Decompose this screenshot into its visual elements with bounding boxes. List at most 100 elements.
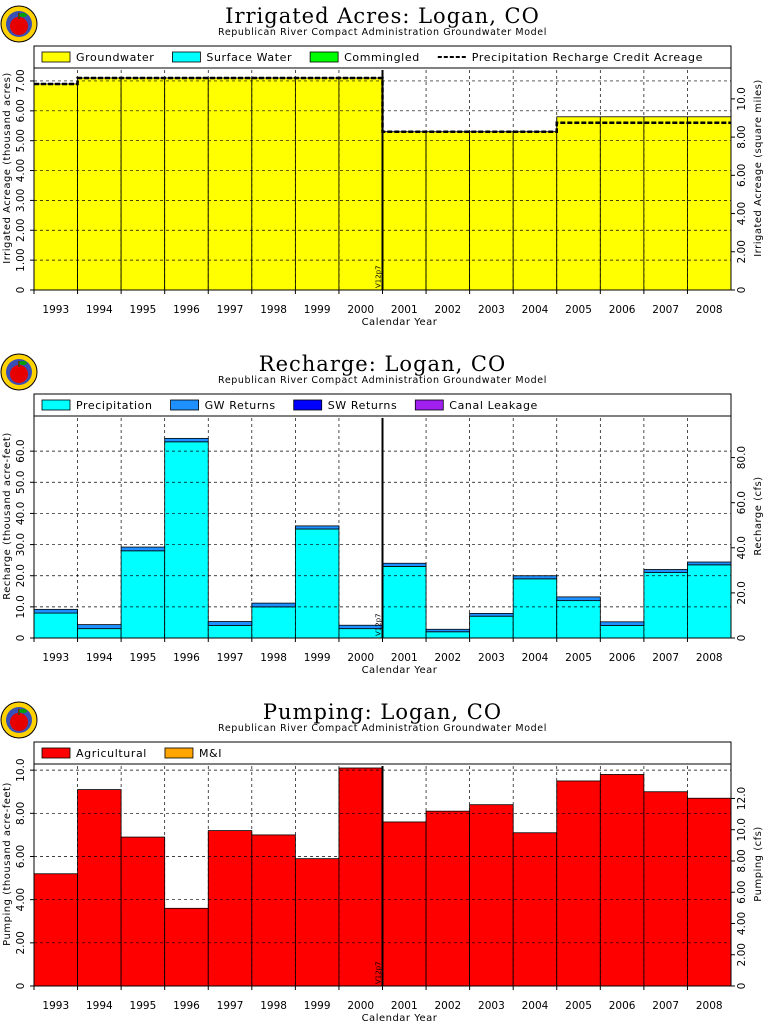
y-axis-label-right: Recharge (cfs) bbox=[753, 476, 764, 555]
x-tick-label-1997: 1997 bbox=[217, 304, 244, 316]
x-axis-label: Calendar Year bbox=[362, 317, 438, 328]
x-tick-label-2008: 2008 bbox=[696, 304, 723, 316]
bar-agricultural-1993 bbox=[33, 873, 78, 987]
legend-swatch-sw-returns bbox=[293, 399, 323, 411]
y-tick-label-left: 6.00 bbox=[15, 99, 27, 122]
apple-icon bbox=[10, 17, 28, 35]
bar-gw-returns-2007 bbox=[643, 569, 688, 574]
bar-groundwater-2007 bbox=[643, 116, 688, 291]
legend-label-agricultural: Agricultural bbox=[76, 747, 147, 760]
x-tick-label-1995: 1995 bbox=[130, 652, 157, 664]
apple-stem-icon bbox=[18, 13, 20, 19]
apple-logo-icon bbox=[0, 701, 38, 739]
y-tick-label-left: 0 bbox=[15, 287, 27, 294]
y-tick-label-left: 5.00 bbox=[15, 129, 27, 152]
x-tick-label-2008: 2008 bbox=[696, 652, 723, 664]
bar-agricultural-1998 bbox=[251, 834, 296, 987]
bar-groundwater-1996 bbox=[164, 77, 209, 291]
x-tick-label-1997: 1997 bbox=[217, 1000, 244, 1012]
bar-groundwater-1993 bbox=[33, 83, 78, 291]
y-tick-label-right: 8.00 bbox=[736, 125, 748, 148]
y-tick-label-right: 0 bbox=[736, 983, 748, 990]
y-tick-label-right: 2.00 bbox=[736, 240, 748, 263]
x-tick-label-1999: 1999 bbox=[304, 652, 331, 664]
bar-precipitation-2007 bbox=[643, 572, 688, 639]
bar-groundwater-1999 bbox=[294, 77, 340, 291]
x-tick-label-2000: 2000 bbox=[347, 304, 374, 316]
legend-label-sw-returns: SW Returns bbox=[328, 399, 398, 412]
bar-agricultural-1994 bbox=[77, 789, 122, 987]
y-tick-label-right: 60.0 bbox=[736, 491, 748, 514]
bar-agricultural-2005 bbox=[556, 780, 601, 987]
bar-gw-returns-1999 bbox=[294, 525, 340, 530]
x-tick-label-1997: 1997 bbox=[217, 652, 244, 664]
x-tick-label-2005: 2005 bbox=[565, 652, 592, 664]
bar-agricultural-2003 bbox=[469, 804, 514, 987]
bar-agricultural-1997 bbox=[207, 830, 253, 987]
y-tick-label-left: 20.0 bbox=[15, 564, 27, 587]
apple-icon bbox=[10, 713, 28, 731]
legend-label-surface-water: Surface Water bbox=[206, 51, 292, 64]
bar-agricultural-1995 bbox=[120, 836, 166, 987]
y-tick-label-left: 4.00 bbox=[15, 159, 27, 182]
x-tick-label-2001: 2001 bbox=[391, 652, 418, 664]
bar-groundwater-1998 bbox=[251, 77, 296, 291]
bar-agricultural-2007 bbox=[643, 791, 688, 987]
x-tick-label-2005: 2005 bbox=[565, 304, 592, 316]
legend-swatch-precipitation bbox=[41, 399, 71, 411]
y-tick-label-left: 10.0 bbox=[15, 758, 27, 781]
x-tick-label-2006: 2006 bbox=[609, 304, 636, 316]
chart-title: Irrigated Acres: Logan, CO bbox=[225, 4, 540, 28]
legend-swatch-groundwater bbox=[41, 51, 71, 63]
bar-groundwater-2006 bbox=[599, 116, 645, 291]
y-tick-label-right: 40.0 bbox=[736, 536, 748, 559]
legend-box bbox=[33, 741, 732, 765]
y-tick-label-right: 10.0 bbox=[736, 818, 748, 841]
legend-label-precipitation: Precipitation bbox=[76, 399, 153, 412]
x-tick-label-2004: 2004 bbox=[522, 1000, 549, 1012]
apple-logo-icon bbox=[0, 5, 38, 43]
y-axis-label-left: Irrigated Acreage (thousand acres) bbox=[2, 72, 13, 263]
bar-gw-returns-2003 bbox=[469, 612, 514, 617]
apple-icon bbox=[10, 365, 28, 383]
x-tick-label-1996: 1996 bbox=[173, 1000, 200, 1012]
x-tick-label-2007: 2007 bbox=[652, 652, 679, 664]
x-tick-label-2007: 2007 bbox=[652, 304, 679, 316]
apple-logo-icon bbox=[0, 353, 38, 391]
y-tick-label-left: 2.00 bbox=[15, 931, 27, 954]
y-tick-label-right: 2.00 bbox=[736, 943, 748, 966]
bar-agricultural-2004 bbox=[512, 832, 558, 987]
bar-groundwater-2002 bbox=[425, 131, 471, 291]
bar-groundwater-2008 bbox=[687, 116, 732, 291]
y-tick-label-right: 12.0 bbox=[736, 787, 748, 810]
bar-gw-returns-1994 bbox=[77, 624, 122, 630]
x-tick-label-1993: 1993 bbox=[42, 652, 69, 664]
apple-leaf-icon bbox=[19, 361, 27, 365]
bar-groundwater-1997 bbox=[207, 77, 253, 291]
x-tick-label-2002: 2002 bbox=[434, 1000, 461, 1012]
apple-stem-icon bbox=[18, 361, 20, 367]
x-tick-label-1999: 1999 bbox=[304, 1000, 331, 1012]
x-tick-label-1994: 1994 bbox=[86, 1000, 113, 1012]
bar-precipitation-1999 bbox=[294, 528, 340, 639]
x-tick-label-1994: 1994 bbox=[86, 304, 113, 316]
x-tick-label-1996: 1996 bbox=[173, 304, 200, 316]
bar-precipitation-1996 bbox=[164, 441, 209, 639]
bar-groundwater-2005 bbox=[556, 116, 601, 291]
chart-subtitle: Republican River Compact Administration … bbox=[218, 723, 547, 734]
chart-title: Pumping: Logan, CO bbox=[263, 700, 502, 724]
bar-gw-returns-2005 bbox=[556, 596, 601, 602]
model-version-marker-label: V12p7 bbox=[375, 613, 383, 636]
bar-gw-returns-2001 bbox=[382, 562, 427, 567]
bar-groundwater-1994 bbox=[77, 77, 122, 291]
legend-swatch-surface-water bbox=[172, 51, 201, 63]
x-tick-label-2005: 2005 bbox=[565, 1000, 592, 1012]
bar-agricultural-2002 bbox=[425, 810, 471, 987]
y-tick-label-right: 4.00 bbox=[736, 202, 748, 225]
x-tick-label-1994: 1994 bbox=[86, 652, 113, 664]
x-tick-label-1998: 1998 bbox=[260, 1000, 287, 1012]
x-tick-label-1998: 1998 bbox=[260, 652, 287, 664]
bar-agricultural-2006 bbox=[599, 774, 645, 987]
